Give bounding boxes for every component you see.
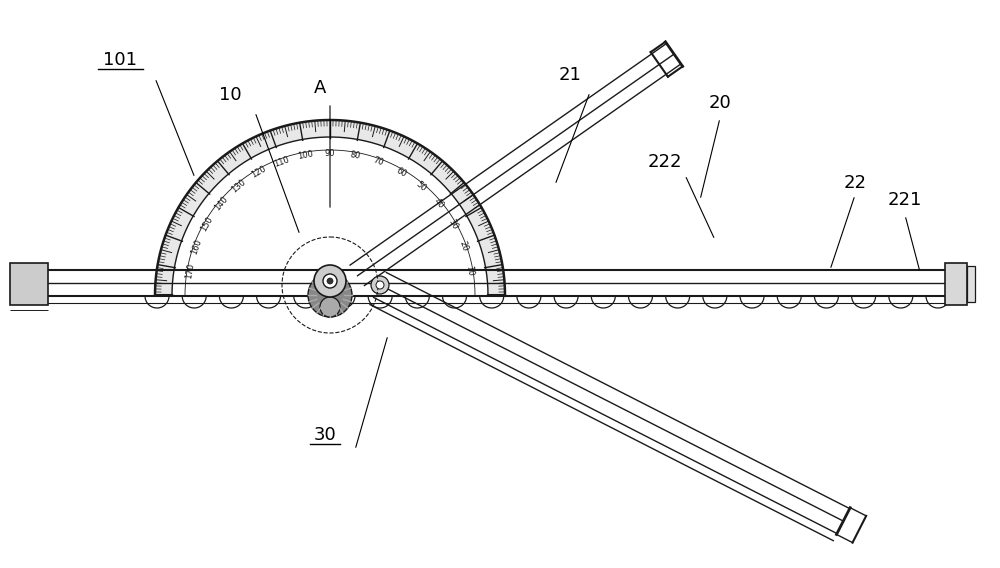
Text: 160: 160 (190, 237, 204, 256)
Bar (945, 263, 967, 305)
Text: 221: 221 (888, 191, 922, 209)
Text: 40: 40 (432, 197, 446, 211)
Text: 22: 22 (843, 174, 866, 192)
Circle shape (320, 297, 340, 317)
Bar (10, 263, 48, 305)
Text: 80: 80 (349, 150, 361, 161)
Text: 101: 101 (103, 51, 137, 69)
Text: 120: 120 (250, 164, 268, 180)
Text: 30: 30 (446, 217, 460, 231)
Circle shape (371, 276, 389, 294)
Text: 110: 110 (272, 154, 290, 169)
Text: 20: 20 (457, 240, 469, 253)
Text: A: A (314, 79, 326, 97)
Text: 50: 50 (414, 179, 428, 193)
Text: 10: 10 (464, 264, 475, 276)
Text: 100: 100 (297, 149, 314, 161)
Text: 90: 90 (325, 148, 335, 157)
Circle shape (308, 273, 352, 317)
Text: 20: 20 (709, 94, 731, 112)
Text: 150: 150 (199, 215, 215, 233)
Circle shape (314, 265, 346, 297)
Bar (967, 266, 975, 302)
Polygon shape (155, 120, 505, 295)
Text: 70: 70 (372, 156, 385, 168)
Text: 30: 30 (314, 426, 336, 444)
Text: 10: 10 (219, 86, 241, 104)
Text: 130: 130 (230, 178, 248, 195)
Text: 21: 21 (559, 66, 581, 84)
Text: 60: 60 (394, 165, 408, 178)
Circle shape (327, 278, 333, 284)
Circle shape (376, 281, 384, 289)
Circle shape (323, 274, 337, 288)
Text: 140: 140 (213, 195, 230, 212)
Text: 170: 170 (184, 262, 196, 279)
Text: 222: 222 (648, 153, 682, 171)
